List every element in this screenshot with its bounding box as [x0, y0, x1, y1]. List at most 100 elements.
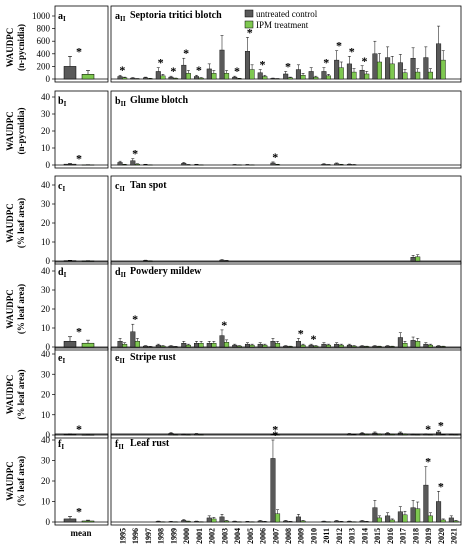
bar-ipm [211, 73, 217, 80]
y-tick-label: 20 [41, 476, 51, 486]
x-tick-label: 2009 [297, 528, 306, 544]
legend-swatch-untreated [244, 9, 254, 18]
bar-ipm [415, 508, 421, 523]
bar-untreated [219, 49, 225, 80]
bar-untreated [270, 341, 276, 348]
bar-ipm [147, 78, 153, 80]
x-tick-label: 2017 [399, 528, 408, 544]
x-tick-label: 1996 [131, 528, 140, 544]
bar-ipm [376, 346, 382, 348]
mean-bar-untreated [63, 341, 77, 348]
bar-untreated [155, 344, 161, 348]
legend-label-untreated: untreated control [256, 9, 318, 19]
x-tick-label: 2013 [348, 528, 357, 544]
y-axis-title: WAUDPC [5, 111, 15, 151]
x-tick-label: 2016 [386, 528, 395, 544]
bar-untreated [181, 64, 187, 80]
panel-e: 0 10 20 30 40 WAUDPC (% leaf area) eI eII Stripe … [5, 347, 462, 440]
bar-ipm [160, 345, 166, 348]
y-tick-label: 200 [37, 61, 51, 71]
panel-title: Tan spot [130, 180, 167, 191]
bar-untreated [372, 53, 378, 80]
bar-ipm [440, 519, 446, 523]
bar-ipm [211, 343, 217, 348]
bar-ipm [224, 342, 230, 348]
bar-ipm [313, 76, 319, 80]
x-tick-label: 2015 [373, 528, 382, 544]
panel-label-left: eI [58, 353, 65, 365]
mean-panel-frame [54, 175, 109, 265]
y-tick-label: 40 [41, 349, 51, 359]
bar-untreated [346, 344, 352, 348]
significance-marker: * [234, 64, 240, 78]
bar-ipm [402, 72, 408, 80]
x-tick-label: 2010 [309, 528, 318, 544]
significance-marker: * [170, 64, 176, 78]
y-tick-label: 1000 [32, 11, 51, 21]
x-tick-label: 2005 [246, 528, 255, 544]
bar-untreated [283, 73, 289, 80]
bar-untreated [295, 341, 301, 348]
bar-ipm [262, 76, 268, 80]
panel-c: 0 10 20 30 40 WAUDPC (% leaf area) cI cII Tan spo… [5, 175, 462, 266]
bar-untreated [334, 163, 340, 166]
panel-label-right: cII [115, 181, 125, 193]
x-tick-label: 1995 [118, 528, 127, 544]
mean-panel-frame [54, 261, 109, 351]
mean-panel-frame [54, 433, 109, 526]
y-tick-label: 40 [41, 180, 51, 190]
bar-untreated [308, 71, 314, 80]
y-axis-unit: (n-pycnidia) [16, 24, 26, 71]
bar-ipm [224, 73, 230, 80]
bar-untreated [423, 343, 429, 348]
significance-marker: * [361, 54, 367, 68]
bar-untreated [359, 345, 365, 348]
significance-marker: * [132, 147, 138, 161]
y-tick-label: 30 [41, 456, 51, 466]
panel-d: 0 10 20 30 40 WAUDPC (% leaf area) dI dII Powdery… [5, 261, 462, 352]
x-tick-label: 2012 [335, 528, 344, 544]
bar-ipm [415, 341, 421, 348]
y-axis-title: WAUDPC [5, 461, 15, 501]
bar-untreated [436, 345, 442, 348]
bar-untreated [410, 58, 416, 80]
significance-marker: * [76, 422, 82, 436]
mean-bar-ipm [81, 74, 95, 80]
bar-ipm [338, 67, 344, 80]
x-tick-label: 2004 [233, 528, 242, 544]
significance-marker: * [158, 56, 164, 70]
bar-untreated [359, 520, 365, 523]
y-axis-unit: (% leaf area) [16, 456, 26, 506]
bar-untreated [410, 434, 416, 436]
x-tick-label: 1997 [144, 528, 153, 544]
bar-untreated [321, 343, 327, 348]
panel-label-left: bI [58, 96, 67, 108]
bar-ipm [338, 344, 344, 348]
bar-ipm [313, 345, 319, 348]
bar-untreated [244, 51, 250, 80]
y-tick-label: 10 [41, 497, 51, 507]
significance-marker: * [76, 325, 82, 339]
bar-untreated [206, 517, 212, 523]
x-tick-label: 2000 [182, 528, 191, 544]
y-tick-label: 10 [41, 143, 51, 153]
y-tick-label: 0 [46, 517, 51, 527]
y-axis-title: WAUDPC [5, 375, 15, 415]
bar-ipm [185, 344, 191, 348]
mean-panel-frame [54, 347, 109, 439]
bar-untreated [346, 521, 352, 523]
significance-marker: * [272, 150, 278, 164]
significance-marker: * [425, 455, 431, 469]
bar-untreated [219, 516, 225, 523]
bar-ipm [300, 75, 306, 80]
bar-untreated [143, 345, 149, 348]
bar-ipm [275, 164, 281, 166]
panel-label-left: dI [58, 267, 67, 279]
bar-ipm [402, 514, 408, 523]
bar-untreated [321, 521, 327, 523]
significance-marker: * [336, 39, 342, 53]
bar-ipm [351, 345, 357, 348]
bar-ipm [415, 71, 421, 80]
bar-untreated [270, 458, 276, 523]
